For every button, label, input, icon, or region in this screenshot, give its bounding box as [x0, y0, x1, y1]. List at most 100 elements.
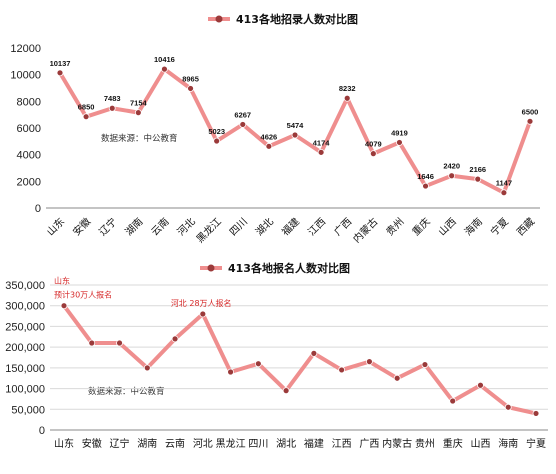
chart2-data-point [88, 339, 96, 347]
chart1-legend-marker [215, 15, 223, 23]
chart1-series-line [58, 67, 532, 195]
chart2-x-tick-label: 湖北 [276, 438, 296, 450]
chart1-data-label: 7154 [130, 99, 148, 108]
chart1-data-point [396, 139, 403, 146]
chart1-data-point [82, 113, 90, 121]
chart2-y-tick-label: 200,000 [5, 342, 45, 354]
chart1-y-tick-label: 0 [35, 203, 41, 215]
chart2-data-point [532, 410, 540, 417]
chart1-data-label: 4174 [313, 138, 331, 147]
chart1-x-tick-label: 四川 [228, 216, 250, 238]
chart1-data-label: 4079 [365, 140, 382, 149]
chart2-x-tick-label: 宁夏 [526, 437, 546, 450]
chart1-legend: 413各地招录人数对比图 [208, 12, 358, 26]
chart2-data-point [254, 360, 262, 368]
chart2-title: 413各地报名人数对比图 [228, 261, 350, 275]
chart2-x-tick-label: 四川 [248, 439, 268, 450]
chart2-x-tick-label: 安徽 [82, 437, 102, 450]
chart2-data-point [60, 302, 68, 310]
chart2-x-tick-label: 湖南 [137, 437, 157, 450]
chart2-grid [50, 284, 548, 431]
chart2-x-tick-label: 山西 [470, 438, 490, 450]
chart1-y-tick-label: 8000 [17, 96, 41, 108]
chart2-x-tick-label: 云南 [165, 437, 185, 450]
chart1-data-label: 4919 [391, 128, 408, 137]
chart1-data-label: 8232 [339, 84, 356, 93]
chart1-x-tick-label: 湖北 [253, 216, 276, 239]
chart2-y-tick-label: 300,000 [5, 301, 45, 313]
chart1-data-point [239, 121, 247, 128]
chart1-data-label: 10416 [154, 55, 175, 64]
chart2-x-tick-label: 福建 [304, 437, 324, 450]
chart2-legend-marker [207, 264, 215, 272]
chart1-y-tick-label: 2000 [17, 176, 41, 188]
chart1-data-point [56, 69, 64, 77]
chart2-data-point [116, 339, 123, 347]
chart1-data-point [161, 65, 168, 73]
chart1-data-label: 1147 [496, 179, 512, 188]
chart2-x-tick-label: 海南 [498, 437, 518, 450]
chart2-data-point [171, 335, 179, 343]
chart2-data-point [199, 310, 207, 318]
chart1-x-tick-label: 云南 [148, 215, 171, 238]
chart1-data-point [343, 94, 351, 102]
chart1-x-tick-label: 黑龙江 [193, 215, 223, 245]
chart2-data-point [449, 397, 457, 405]
chart2-data-point [338, 366, 346, 374]
chart2-x-tick-label: 贵州 [415, 437, 435, 450]
chart1-data-label: 5023 [208, 127, 225, 136]
chart1-x-tick-label: 河北 [175, 216, 198, 239]
chart1-y-tick-label: 4000 [17, 150, 41, 162]
chart1-data-label: 7483 [104, 94, 121, 103]
chart1-y-tick-label: 10000 [10, 70, 41, 82]
chart2-data-point [143, 364, 151, 372]
chart1-data-point [500, 189, 508, 197]
chart1-x-tick-label: 辽宁 [96, 215, 119, 238]
chart2-y-tick-label: 250,000 [5, 321, 45, 333]
chart2-data-point [282, 387, 290, 395]
chart1-x-tick-label: 福建 [279, 215, 302, 238]
chart1-x-tick-label: 湖南 [122, 215, 145, 238]
chart2-x-tick-label: 山东 [54, 437, 74, 450]
chart1-x-tick-label: 江西 [306, 216, 329, 239]
chart2-y-tick-label: 50,000 [11, 404, 45, 416]
chart1-data-label: 1646 [417, 172, 434, 181]
chart1-data-label: 2166 [469, 165, 486, 174]
chart2-x-tick-label: 河北 [193, 438, 213, 450]
chart2-data-point [504, 403, 512, 411]
chart2-y-tick-label: 350,000 [5, 280, 45, 292]
chart1-x-tick-label: 宁夏 [488, 215, 511, 238]
chart1-marks: 10137 6850 7483 7154 10416 8965 5023 6267 4626 54… [50, 55, 539, 197]
chart1-data-label: 6500 [522, 107, 539, 116]
chart1-title: 413各地招录人数对比图 [236, 12, 358, 26]
chart2-y-tick-label: 100,000 [5, 384, 45, 396]
chart1-data-label: 2420 [443, 162, 460, 171]
chart1-x-tick-label: 广西 [332, 216, 355, 239]
chart1-y-tick-label: 12000 [10, 43, 41, 55]
chart1-source-note: 数据来源：中公教育 [101, 133, 178, 144]
chart1-data-label: 6267 [234, 110, 251, 119]
chart2-x-tick-label: 黑龙江 [216, 437, 246, 450]
chart2-annotation: 预计30万人报名 [54, 290, 112, 300]
chart1-data-point [526, 117, 534, 125]
chart1-data-label: 5474 [287, 121, 305, 130]
chart2-legend: 413各地报名人数对比图 [200, 261, 350, 275]
chart1-x-tick-label: 山东 [44, 215, 67, 238]
chart1-data-label: 8965 [182, 74, 199, 83]
chart1-x-tick-label: 海南 [462, 215, 485, 238]
chart2-x-tick-label: 广西 [359, 438, 379, 450]
chart1-data-point [213, 137, 221, 145]
chart1-x-tick-label: 山西 [436, 216, 459, 239]
chart1-x-tick-label: 西藏 [514, 216, 537, 239]
chart2-y-tick-label: 150,000 [5, 363, 45, 375]
chart1-x-tick-label: 重庆 [409, 215, 432, 238]
chart1-data-point [448, 172, 456, 180]
chart1-data-point [474, 175, 482, 183]
chart2-data-point [421, 361, 429, 368]
chart1-x-tick-label: 内蒙古 [350, 215, 380, 245]
chart1-x-tick-label: 贵州 [383, 215, 406, 238]
chart1-data-point [317, 148, 325, 156]
chart2-x-tick-label: 内蒙古 [382, 437, 412, 450]
chart-recruitment: 413各地招录人数对比图 数据来源：中公教育 0 2000 4000 6000 8000… [10, 12, 540, 245]
